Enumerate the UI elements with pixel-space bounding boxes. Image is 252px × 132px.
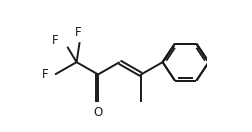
Text: F: F: [42, 68, 49, 81]
Text: F: F: [75, 26, 81, 39]
Text: F: F: [51, 34, 58, 47]
Text: O: O: [93, 106, 102, 119]
